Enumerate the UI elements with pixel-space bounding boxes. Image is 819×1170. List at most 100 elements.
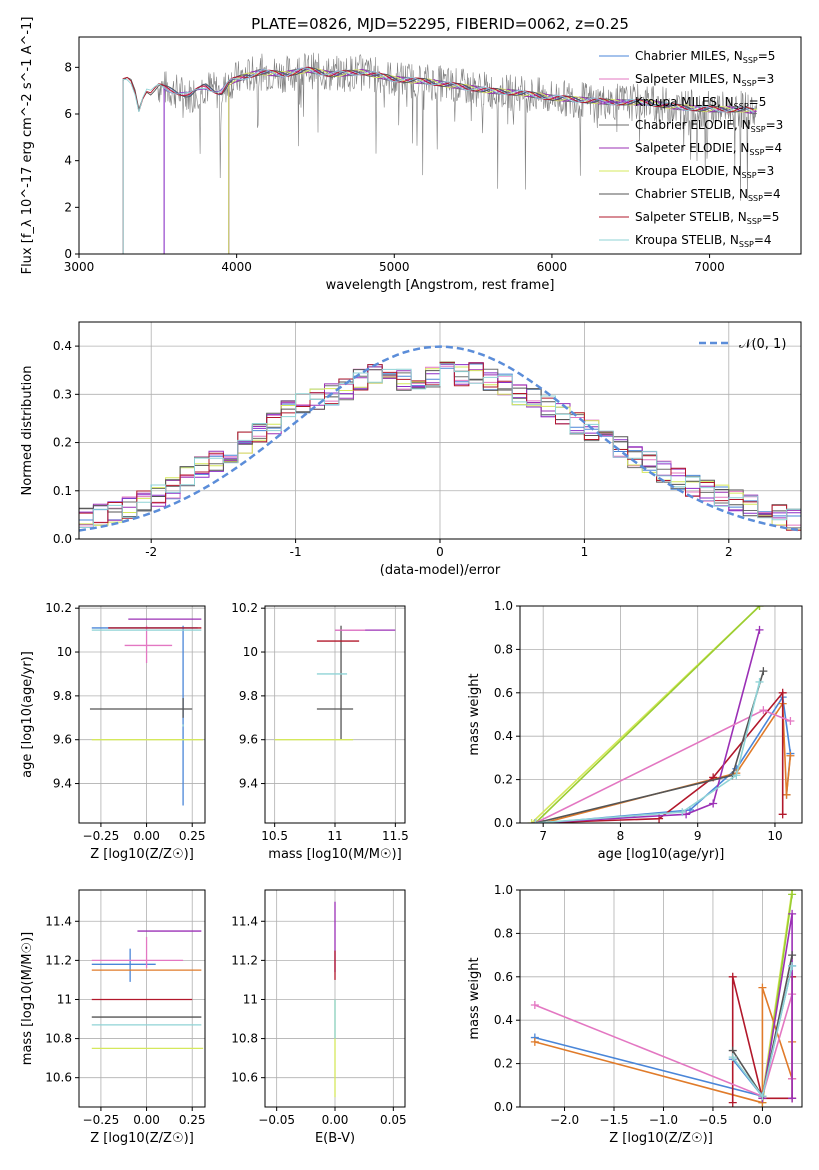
legend-text: Chabrier ELODIE, N (635, 118, 751, 132)
y-tick-label: 0.2 (494, 773, 513, 787)
y-tick-label: 11.4 (45, 914, 72, 928)
age_vs_mass-plot-area (274, 625, 396, 741)
legend-label: Salpeter STELIB, NSSP=5 (635, 210, 779, 226)
axes-frame (78, 889, 206, 1108)
y-tick-label: 0.6 (494, 686, 513, 700)
x-tick-label: 2 (725, 545, 733, 559)
y-tick-label: 11 (243, 992, 258, 1006)
legend-value: =4 (754, 233, 772, 247)
x-tick-label: 0.25 (179, 1113, 206, 1127)
y-tick-label: 10.8 (45, 1032, 72, 1046)
x-axis-label: (data-model)/error (380, 563, 501, 578)
panels: 3000 4000 5000 6000 7000 0 2 4 6 8 wavelength [Ang… (20, 17, 803, 1146)
legend-text: Chabrier STELIB, N (635, 187, 748, 201)
y-tick-label: 10.6 (45, 1071, 72, 1085)
y-tick-label: 0.0 (494, 816, 513, 830)
y-tick-label: 0.6 (494, 970, 513, 984)
model-spectrum (122, 66, 754, 254)
legend-text: Kroupa ELODIE, N (635, 164, 742, 178)
y-axis-label: mass weight (467, 673, 482, 755)
figure-title: PLATE=0826, MJD=52295, FIBERID=0062, z=0… (251, 15, 629, 33)
x-axis-label: age [log10(age/yr)] (598, 847, 725, 862)
x-tick-label: −0.5 (698, 1113, 727, 1127)
y-tick-label: 9.4 (239, 777, 258, 791)
spectrum-panel: 3000 4000 5000 6000 7000 0 2 4 6 8 wavelength [Ang… (20, 17, 802, 293)
legend-label: 𝒩(0, 1) (739, 337, 786, 352)
mass-weight-marker (709, 799, 718, 808)
y-tick-label: 8 (64, 60, 72, 74)
x-axis-label: Z [log10(Z/Z☉)] (90, 847, 194, 862)
x-tick-label: 9 (694, 829, 702, 843)
legend-label: Kroupa STELIB, NSSP=4 (635, 233, 772, 249)
mass-weight-marker (728, 1098, 737, 1107)
legend-value: =4 (764, 141, 782, 155)
mass-weight-line (535, 709, 791, 823)
legend-sub: SSP (749, 148, 764, 157)
legend-text: Kroupa STELIB, N (635, 233, 739, 247)
y-tick-label: 0.0 (53, 532, 72, 546)
spectrum-legend: Chabrier MILES, NSSP=5 Salpeter MILES, NS… (599, 49, 783, 249)
axes-frame (519, 605, 803, 824)
axes-frame (78, 605, 206, 824)
legend-label: Chabrier MILES, NSSP=5 (635, 49, 775, 65)
y-axis-label: Normed distribution (20, 366, 35, 496)
x-tick-label: 4000 (221, 260, 252, 274)
axes-frame (519, 889, 803, 1108)
x-tick-label: 0.25 (179, 829, 206, 843)
x-tick-label: 6000 (537, 260, 568, 274)
model-spectrum (122, 67, 754, 254)
legend-label: Salpeter MILES, NSSP=3 (635, 72, 774, 88)
mass-weight-marker (728, 972, 737, 981)
mass-weight-marker (755, 677, 764, 686)
y-tick-label: 0.4 (494, 729, 513, 743)
x-tick-label: 0.00 (322, 1113, 349, 1127)
y-tick-label: 9.8 (239, 689, 258, 703)
y-axis-label: age [log10(age/yr)] (20, 651, 35, 778)
legend-text: Salpeter STELIB, N (635, 210, 747, 224)
legend-sub: SSP (748, 194, 763, 203)
legend-sub: SSP (742, 79, 757, 88)
axes-frame (78, 36, 802, 255)
mass-weight-line (535, 629, 761, 823)
y-tick-label: 9.6 (239, 733, 258, 747)
y-tick-label: 1.0 (494, 883, 513, 897)
mass-weight-marker (788, 951, 797, 960)
mass_vs_EBV-panel: −0.05 0.00 0.05 10.6 10.8 11 11.2 11.4 E(B-V) (231, 889, 407, 1146)
x-axis-label: wavelength [Angstrom, rest frame] (326, 278, 555, 293)
mass-weight-marker (778, 688, 787, 697)
legend-value: =5 (762, 210, 780, 224)
mw_vs_age-panel: 7 8 9 10 0.0 0.2 0.4 0.6 0.8 1.0 age [log10(age/yr… (467, 599, 803, 862)
mass-weight-marker (788, 890, 797, 899)
age_vs_Z-panel: −0.25 0.00 0.25 9.4 9.6 9.8 10 10.2 Z [log10(Z/Z… (20, 601, 206, 862)
x-tick-label: −0.25 (83, 1113, 120, 1127)
y-tick-label: 0.0 (494, 1100, 513, 1114)
x-tick-label: 0.00 (133, 1113, 160, 1127)
y-tick-label: 0.8 (494, 926, 513, 940)
legend-value: =5 (749, 95, 767, 109)
mass-weight-marker (759, 706, 768, 715)
x-tick-label: 8 (617, 829, 625, 843)
x-tick-label: 3000 (64, 260, 95, 274)
x-tick-label: 0.0 (753, 1113, 772, 1127)
x-tick-label: −2.0 (550, 1113, 579, 1127)
y-tick-label: 0.3 (53, 387, 72, 401)
x-tick-label: 5000 (379, 260, 410, 274)
y-tick-label: 11.4 (231, 914, 258, 928)
y-tick-label: 10 (243, 645, 258, 659)
y-tick-label: 6 (64, 107, 72, 121)
legend-sub: SSP (742, 171, 757, 180)
legend-sub: SSP (734, 102, 749, 111)
normal-curve (79, 345, 801, 532)
age_vs_mass-panel: 10.5 11 11.5 9.4 9.6 9.8 10 10.2 mass [log10(M/M… (231, 601, 408, 862)
y-tick-label: 10.6 (231, 1071, 258, 1085)
legend-value: =4 (763, 187, 781, 201)
mass-weight-line (534, 606, 761, 823)
mass-weight-marker (786, 751, 795, 760)
histogram-step (79, 363, 801, 528)
mass-weight-line (535, 670, 765, 823)
mass-weight-marker (782, 790, 791, 799)
mass-weight-marker (732, 771, 741, 780)
legend-value: =3 (757, 164, 775, 178)
y-tick-label: 0.8 (494, 642, 513, 656)
